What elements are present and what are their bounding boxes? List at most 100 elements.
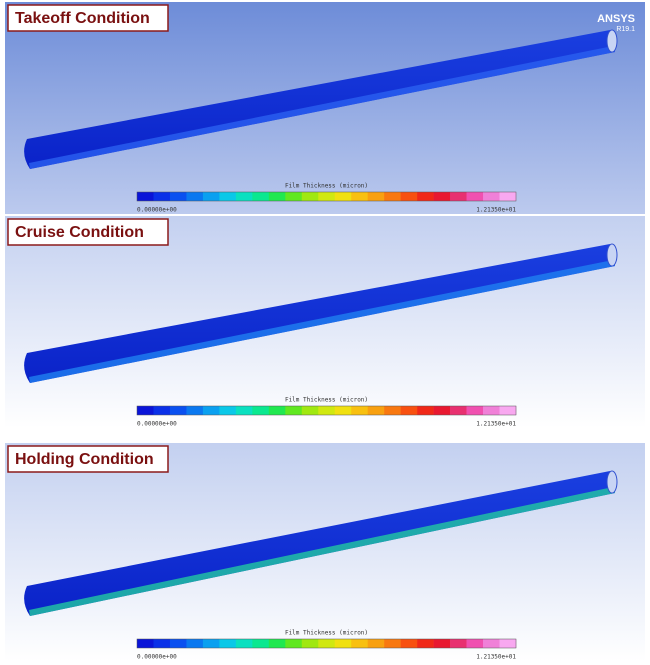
colorbar-segment	[169, 639, 187, 648]
colorbar-segment	[153, 639, 171, 648]
tube	[24, 471, 615, 616]
brand-name: ANSYS	[597, 13, 635, 25]
colorbar-segment	[450, 406, 467, 415]
legend-min: 0.00000e+00	[137, 421, 177, 428]
panel: Takeoff Condition Film Thickness (micron)…	[5, 2, 645, 214]
colorbar-segment	[202, 639, 220, 648]
title-box	[7, 218, 169, 246]
tube	[24, 30, 615, 169]
colorbar-segment	[367, 192, 385, 201]
legend-max: 1.21350e+01	[476, 421, 516, 428]
colorbar-segment	[499, 639, 517, 648]
colorbar-segment	[235, 406, 253, 415]
legend-title: Film Thickness (micron)	[285, 183, 368, 190]
colorbar-segment	[169, 192, 187, 201]
colorbar-segment	[400, 406, 418, 415]
colorbar-segment	[301, 192, 319, 201]
colorbar-segment	[384, 639, 401, 648]
colorbar-segment	[334, 192, 352, 201]
legend-max: 1.21350e+01	[476, 207, 516, 214]
tube-end	[606, 243, 618, 267]
colorbar-segment	[301, 639, 319, 648]
colorbar-segment	[268, 639, 286, 648]
tube-end	[606, 29, 618, 53]
colorbar-segment	[285, 639, 303, 648]
colorbar-segment	[285, 406, 303, 415]
colorbar-segment	[252, 192, 270, 201]
colorbar-segment	[334, 406, 352, 415]
colorbar-segment	[450, 192, 467, 201]
colorbar-segment	[318, 639, 336, 648]
legend-min: 0.00000e+00	[137, 654, 177, 661]
film	[29, 46, 615, 169]
colorbar-segment	[169, 406, 187, 415]
panels: Takeoff Condition Film Thickness (micron)…	[5, 2, 645, 661]
colorbar-segment	[483, 192, 500, 201]
colorbar-frame	[136, 638, 517, 649]
film	[29, 260, 615, 383]
panel-title: Takeoff Condition	[15, 10, 150, 27]
colorbar-segment	[417, 192, 434, 201]
colorbar-segment	[137, 639, 154, 648]
colorbar-segment	[417, 406, 434, 415]
colorbar-segment	[186, 192, 204, 201]
tube	[24, 244, 615, 383]
colorbar-segment	[186, 406, 204, 415]
colorbar-segment	[400, 639, 418, 648]
colorbar-segment	[252, 639, 270, 648]
colorbar-segment	[450, 639, 467, 648]
colorbar-segment	[433, 639, 451, 648]
colorbar-segment	[186, 639, 204, 648]
colorbar-segment	[351, 406, 368, 415]
brand-version: R19.1	[616, 26, 635, 33]
colorbar-segment	[153, 406, 171, 415]
colorbar-segment	[483, 406, 500, 415]
colorbar-segment	[499, 406, 517, 415]
panel: Cruise Condition Film Thickness (micron) 0…	[5, 216, 645, 428]
title-box	[7, 445, 169, 473]
legend-max: 1.21350e+01	[476, 654, 516, 661]
colorbar-segment	[318, 406, 336, 415]
colorbar-segment	[433, 406, 451, 415]
film	[29, 487, 615, 616]
colorbar-segment	[466, 406, 484, 415]
colorbar-segment	[351, 639, 368, 648]
colorbar-segment	[268, 192, 286, 201]
colorbar-segment	[268, 406, 286, 415]
colorbar-segment	[318, 192, 336, 201]
colorbar-segment	[219, 192, 237, 201]
colorbar-segment	[483, 639, 500, 648]
legend-min: 0.00000e+00	[137, 207, 177, 214]
colorbar-frame	[136, 405, 517, 416]
colorbar-segment	[334, 639, 352, 648]
legend-title: Film Thickness (micron)	[285, 630, 368, 637]
colorbar-segment	[252, 406, 270, 415]
colorbar-segment	[417, 639, 434, 648]
colorbar-segment	[285, 192, 303, 201]
panel: Holding Condition Film Thickness (micron)…	[5, 443, 645, 661]
legend-title: Film Thickness (micron)	[285, 397, 368, 404]
colorbar-segment	[384, 406, 401, 415]
colorbar-segment	[367, 639, 385, 648]
colorbar-segment	[301, 406, 319, 415]
colorbar-segment	[433, 192, 451, 201]
colorbar-segment	[153, 192, 171, 201]
colorbar-segment	[219, 406, 237, 415]
colorbar-segment	[466, 639, 484, 648]
colorbar-segment	[202, 406, 220, 415]
title-box	[7, 4, 169, 32]
colorbar-segment	[137, 192, 154, 201]
colorbar-segment	[466, 192, 484, 201]
colorbar-segment	[351, 192, 368, 201]
colorbar-segment	[235, 192, 253, 201]
colorbar-frame	[136, 191, 517, 202]
panel-title: Cruise Condition	[15, 224, 144, 241]
colorbar-segment	[499, 192, 517, 201]
colorbar-segment	[400, 192, 418, 201]
colorbar-segment	[384, 192, 401, 201]
panel-title: Holding Condition	[15, 451, 154, 468]
tube-end	[606, 470, 618, 494]
colorbar-segment	[235, 639, 253, 648]
colorbar-segment	[137, 406, 154, 415]
